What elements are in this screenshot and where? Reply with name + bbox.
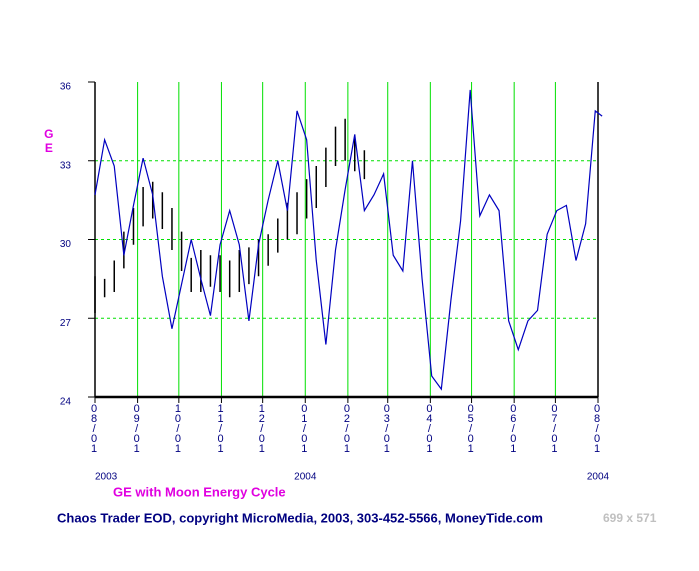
y-axis-label: GE	[42, 127, 56, 155]
x-tick-label: 11/01	[215, 403, 227, 453]
footer: Chaos Trader EOD, copyright MicroMedia, …	[57, 510, 543, 525]
x-tick-label: 08/01	[88, 403, 100, 453]
x-tick-label: 03/01	[381, 403, 393, 453]
year-label: 2003	[95, 472, 118, 483]
x-tick-label: 09/01	[131, 403, 143, 453]
x-tick-label: 08/01	[591, 403, 603, 453]
x-tick-label: 10/01	[172, 403, 184, 453]
y-tick-label: 27	[60, 318, 72, 329]
x-tick-label: 05/01	[465, 403, 477, 453]
year-label: 2004	[294, 472, 317, 483]
chart-title: GE with Moon Energy Cycle	[113, 484, 286, 499]
y-tick-label: 36	[60, 82, 72, 93]
x-tick-label: 07/01	[548, 403, 560, 453]
size-note: 699 x 571	[603, 511, 657, 525]
x-tick-label: 02/01	[341, 403, 353, 453]
x-tick-label: 12/01	[256, 403, 268, 453]
year-label: 2004	[587, 472, 610, 483]
y-tick-label: 24	[60, 397, 72, 408]
x-tick-label: 01/01	[298, 403, 310, 453]
cycle-line	[94, 89, 603, 391]
x-tick-label: 06/01	[507, 403, 519, 453]
y-tick-label: 30	[60, 239, 72, 250]
x-tick-label: 04/01	[423, 403, 435, 453]
y-tick-label: 33	[60, 160, 72, 171]
